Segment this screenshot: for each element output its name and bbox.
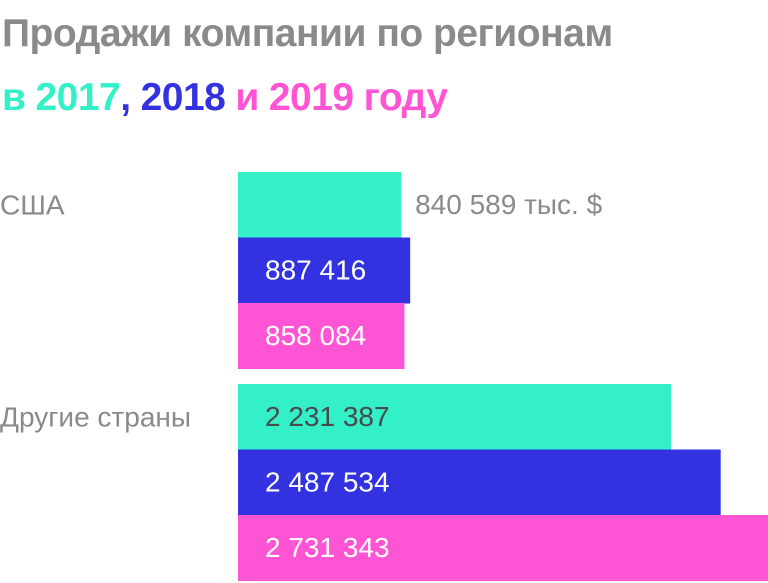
legend-entry: 2018	[140, 76, 226, 119]
legend-entry: 2019	[268, 76, 354, 119]
bar	[238, 449, 721, 516]
value-label: 840 589 тыс. $	[415, 189, 603, 220]
bar	[238, 303, 405, 369]
chart-subtitle: в 2017, 2018 и 2019 году	[2, 76, 448, 120]
legend-entry: 2017	[35, 76, 121, 119]
value-label: 2 231 387	[265, 401, 390, 432]
bar	[238, 384, 671, 450]
bar	[238, 237, 411, 304]
category-label: Другие страны	[0, 401, 191, 432]
chart-title: Продажи компании по регионам	[2, 12, 613, 55]
subtitle-text: ,	[120, 76, 131, 119]
value-label: 858 084	[265, 320, 366, 351]
subtitle-text: в	[2, 76, 26, 119]
bar	[238, 515, 768, 581]
value-label: 2 731 343	[265, 532, 390, 563]
subtitle-text: году	[363, 76, 448, 119]
value-label: 2 487 534	[265, 467, 390, 498]
value-label: 887 416	[265, 255, 366, 286]
bar	[238, 172, 402, 238]
category-label: США	[0, 189, 65, 220]
subtitle-text: и	[235, 76, 259, 119]
